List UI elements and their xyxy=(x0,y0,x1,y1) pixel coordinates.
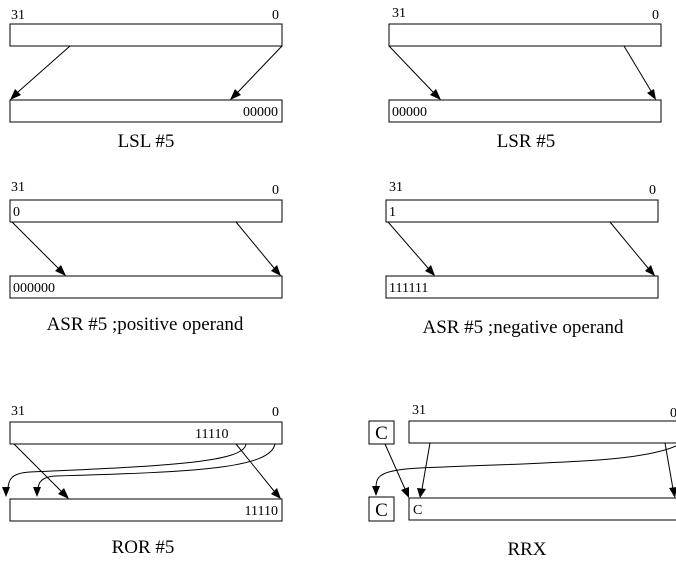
lsr-result-register xyxy=(388,99,662,123)
lsl-arrowhead-left xyxy=(10,89,21,100)
lsl-caption: LSL #5 xyxy=(118,131,175,152)
rrx-bit-0-label: 0 xyxy=(670,406,676,421)
rrx-carry-arrowhead xyxy=(401,487,409,498)
rrx-shift-arrow-left xyxy=(421,442,431,490)
asr-pos-bit-31-label: 31 xyxy=(11,180,25,195)
lsr-shift-arrow-right xyxy=(623,45,652,92)
lsl-source-register xyxy=(9,23,283,47)
rrx-caption: RRX xyxy=(507,539,546,560)
asr-neg-result-value: 111111 xyxy=(389,281,428,296)
asr-pos-result-register xyxy=(9,275,283,299)
ror-shift-arrow-right xyxy=(235,443,275,492)
lsl-result-value: 00000 xyxy=(243,105,278,120)
asr-pos-arrowhead-left xyxy=(55,265,66,276)
asr-pos-shift-arrow-right xyxy=(235,221,275,269)
ror-bit-31-label: 31 xyxy=(11,404,25,419)
rrx-source-register xyxy=(408,420,676,444)
lsr-result-value: 00000 xyxy=(392,105,427,120)
rrx-carry-arrow xyxy=(384,443,406,490)
lsr-arrowhead-right xyxy=(647,89,656,100)
lsl-bit-31-label: 31 xyxy=(11,8,25,23)
lsr-caption: LSR #5 xyxy=(497,131,556,152)
asr-negative-panel: 31 0 1 111111 ASR #5 ;negative operand xyxy=(385,180,659,338)
rrx-shift-arrow-right xyxy=(664,442,674,490)
asr-pos-bit-0-label: 0 xyxy=(272,183,279,198)
ror-wrap-curve-outer xyxy=(7,443,247,491)
lsl-arrowhead-right xyxy=(230,89,241,100)
ror-source-register xyxy=(9,421,283,445)
rrx-wrap-curve xyxy=(375,445,676,489)
lsl-shift-arrow-left xyxy=(17,45,71,93)
asr-neg-source-register xyxy=(385,199,659,223)
rrx-carry-after-label: C xyxy=(375,500,388,521)
ror-caption: ROR #5 xyxy=(112,537,175,558)
rrx-panel: 31 0 C C C RRX xyxy=(368,403,676,560)
asr-neg-shift-arrow-left xyxy=(387,221,429,269)
rrx-carry-flag-before xyxy=(368,420,395,445)
asr-neg-shift-arrow-right xyxy=(609,221,649,269)
rrx-carry-flag-after xyxy=(368,496,395,522)
ror-bit-0-label: 0 xyxy=(272,405,279,420)
rrx-shift-arrowhead-left xyxy=(417,488,426,498)
rrx-shift-arrowhead-right xyxy=(669,487,676,498)
lsl-result-register xyxy=(9,99,283,123)
lsl-shift-arrow-right xyxy=(237,45,283,93)
ror-arrowhead-left xyxy=(58,488,69,499)
asr-neg-bit-31-label: 31 xyxy=(389,180,403,195)
lsr-bit-31-label: 31 xyxy=(392,6,406,21)
ror-result-value: 11110 xyxy=(245,504,278,519)
lsl-panel: 31 0 00000 LSL #5 xyxy=(9,8,283,152)
lsr-source-register xyxy=(388,23,662,47)
asr-neg-arrowhead-right xyxy=(645,265,655,276)
lsr-panel: 31 0 00000 LSR #5 xyxy=(388,6,662,152)
lsl-bit-0-label: 0 xyxy=(272,8,279,23)
asr-pos-sign-bit: 0 xyxy=(13,205,20,220)
asr-pos-shift-arrow-left xyxy=(11,221,59,269)
asr-neg-bit-0-label: 0 xyxy=(649,183,656,198)
rrx-carry-before-label: C xyxy=(375,423,388,444)
rrx-bit-31-label: 31 xyxy=(412,403,426,418)
ror-wrap-arrowhead-outer xyxy=(2,487,10,497)
ror-arrowhead-right xyxy=(271,488,281,499)
lsr-bit-0-label: 0 xyxy=(652,8,659,23)
asr-neg-result-register xyxy=(385,275,659,299)
rrx-result-register xyxy=(408,497,676,521)
asr-positive-panel: 31 0 0 000000 ASR #5 ;positive operand xyxy=(9,180,283,335)
asr-neg-caption: ASR #5 ;negative operand xyxy=(422,317,624,338)
ror-rotated-bits: 11110 xyxy=(195,427,228,442)
asr-pos-result-value: 000000 xyxy=(13,281,55,296)
rrx-wrap-arrowhead xyxy=(372,486,380,496)
ror-result-register xyxy=(9,498,283,522)
rrx-result-carry-bit: C xyxy=(413,503,422,518)
ror-wrap-curve-inner xyxy=(37,443,276,491)
ror-panel: 31 0 11110 11110 ROR #5 xyxy=(2,404,283,558)
lsr-shift-arrow-left xyxy=(388,45,434,93)
asr-pos-caption: ASR #5 ;positive operand xyxy=(47,314,244,335)
asr-neg-arrowhead-left xyxy=(425,265,435,276)
asr-neg-sign-bit: 1 xyxy=(389,205,396,220)
ror-wrap-arrowhead-inner xyxy=(33,487,41,497)
asr-pos-arrowhead-right xyxy=(271,265,281,276)
ror-shift-arrow-left xyxy=(13,443,62,492)
asr-pos-source-register xyxy=(9,199,283,223)
lsr-arrowhead-left xyxy=(430,89,441,100)
